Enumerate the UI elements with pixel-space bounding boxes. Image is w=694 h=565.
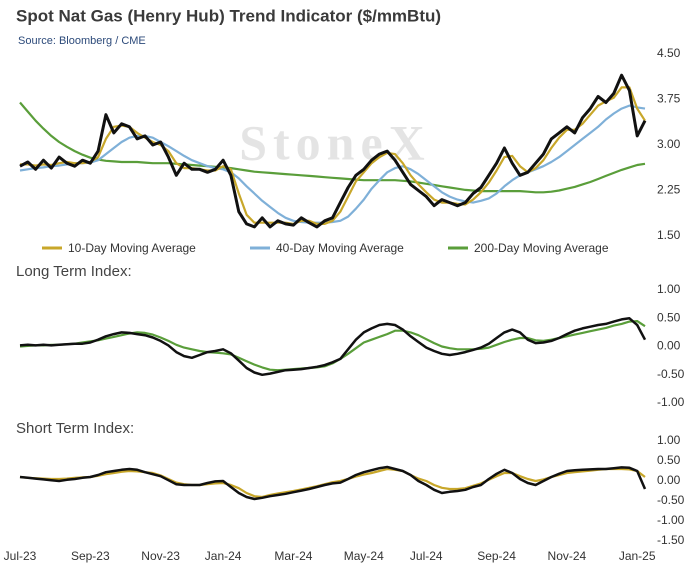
panel-title: Long Term Index: bbox=[16, 263, 132, 280]
x-tick-label: May-24 bbox=[344, 549, 384, 563]
y-tick-label: 1.00 bbox=[657, 282, 681, 296]
y-tick-label: -1.00 bbox=[657, 395, 685, 409]
y-tick-label: -0.50 bbox=[657, 493, 685, 507]
x-tick-label: Sep-23 bbox=[71, 549, 110, 563]
x-tick-label: Nov-24 bbox=[548, 549, 587, 563]
series-line bbox=[19, 465, 647, 501]
y-tick-label: 0.00 bbox=[657, 473, 681, 487]
x-tick-label: Jan-24 bbox=[205, 549, 242, 563]
x-tick-label: Sep-24 bbox=[477, 549, 516, 563]
x-tick-label: Jan-25 bbox=[619, 549, 656, 563]
y-tick-label: 1.00 bbox=[657, 433, 681, 447]
legend-label: 200-Day Moving Average bbox=[474, 241, 609, 255]
y-tick-label: 1.50 bbox=[657, 228, 681, 242]
series-line bbox=[19, 317, 647, 377]
y-tick-label: 2.25 bbox=[657, 183, 681, 197]
y-tick-label: 0.50 bbox=[657, 453, 681, 467]
y-tick-label: 0.50 bbox=[657, 310, 681, 324]
y-tick-label: -0.50 bbox=[657, 367, 685, 381]
legend-label: 40-Day Moving Average bbox=[276, 241, 404, 255]
x-tick-label: Jul-24 bbox=[410, 549, 443, 563]
y-tick-label: 3.00 bbox=[657, 137, 681, 151]
x-tick-label: Nov-23 bbox=[141, 549, 180, 563]
series-line bbox=[19, 101, 646, 194]
chart-title: Spot Nat Gas (Henry Hub) Trend Indicator… bbox=[16, 6, 441, 25]
series-line bbox=[19, 73, 647, 229]
y-tick-label: 0.00 bbox=[657, 339, 681, 353]
series-line bbox=[19, 104, 646, 224]
panel-title: Short Term Index: bbox=[16, 420, 134, 437]
y-tick-label: 3.75 bbox=[657, 92, 681, 106]
chart-subtitle: Source: Bloomberg / CME bbox=[18, 35, 146, 47]
legend-label: 10-Day Moving Average bbox=[68, 241, 196, 255]
y-tick-label: 4.50 bbox=[657, 46, 681, 60]
x-tick-label: Jul-23 bbox=[4, 549, 37, 563]
y-tick-label: -1.50 bbox=[657, 533, 685, 547]
x-tick-label: Mar-24 bbox=[274, 549, 312, 563]
y-tick-label: -1.00 bbox=[657, 513, 685, 527]
